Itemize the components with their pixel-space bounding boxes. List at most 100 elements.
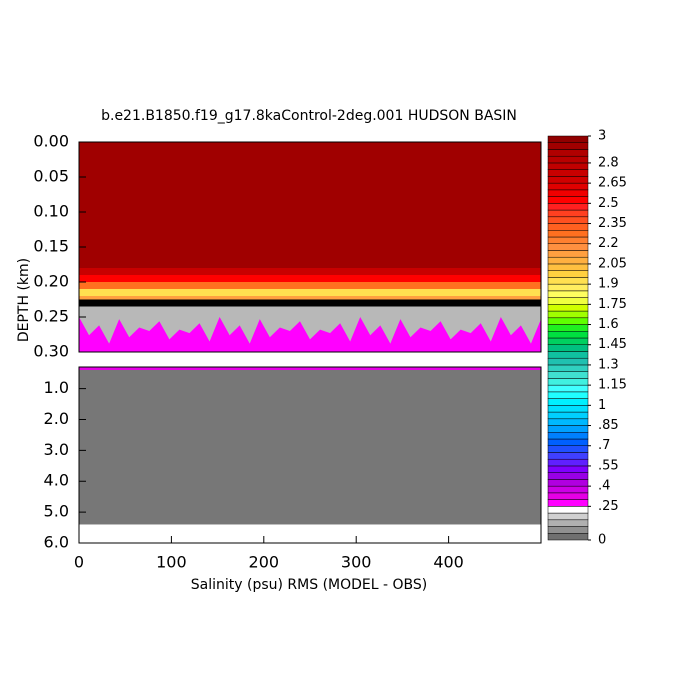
field-band <box>79 275 541 282</box>
y-tick-label: 0.10 <box>33 202 69 221</box>
plot-frame <box>78 366 542 544</box>
colorbar-label: 0 <box>598 533 606 548</box>
colorbar-label: 1.9 <box>598 277 619 292</box>
colorbar-box <box>547 384 589 393</box>
colorbar-box <box>547 398 589 406</box>
colorbar-box <box>547 479 589 487</box>
field-lower-top <box>79 367 541 370</box>
y-tick-label: 0.25 <box>33 307 69 326</box>
x-tick-label: 0 <box>74 553 84 572</box>
colorbar-label: 2.05 <box>598 256 627 271</box>
y-axis-label: DEPTH (km) <box>16 258 32 342</box>
x-tick-label: 100 <box>156 553 187 572</box>
colorbar-box <box>547 418 589 426</box>
colorbar-box <box>547 425 589 433</box>
x-tick-label: 400 <box>433 553 464 572</box>
colorbar-box <box>547 223 589 231</box>
colorbar-box <box>547 310 589 319</box>
colorbar-label: .55 <box>598 458 619 473</box>
colorbar-box <box>547 203 589 211</box>
colorbar-label: 3 <box>598 129 606 144</box>
colorbar-label: 1.15 <box>598 378 627 393</box>
colorbar-box <box>547 297 589 305</box>
colorbar-label: .7 <box>598 438 610 453</box>
colorbar-label: .25 <box>598 499 619 514</box>
field-lower <box>79 367 541 525</box>
colorbar-box <box>547 472 589 480</box>
colorbar-box <box>547 492 589 500</box>
colorbar-box <box>547 182 589 191</box>
colorbar-box <box>547 432 589 440</box>
colorbar-box <box>547 506 589 514</box>
y-tick-label: 0.05 <box>33 167 69 186</box>
colorbar-box <box>547 344 589 352</box>
colorbar-label: 2.8 <box>598 155 619 170</box>
colorbar-box <box>547 304 589 312</box>
field-contour-dense <box>79 299 541 307</box>
colorbar-box <box>547 256 589 265</box>
colorbar-box <box>547 331 589 339</box>
colorbar-box <box>547 411 589 420</box>
colorbar-box <box>547 243 589 251</box>
colorbar-label: 1.3 <box>598 357 619 372</box>
colorbar-box <box>547 155 589 164</box>
field-band <box>79 282 541 289</box>
colorbar-box <box>547 405 589 413</box>
colorbar-box <box>547 189 589 197</box>
colorbar-label: 1.75 <box>598 297 627 312</box>
y-tick-label: 1.0 <box>44 378 69 397</box>
y-tick-label: 0.30 <box>33 342 69 361</box>
colorbar-box <box>547 162 589 170</box>
field-upper-red <box>79 142 541 268</box>
colorbar-box <box>547 250 589 258</box>
colorbar-box <box>547 283 589 292</box>
chart-title: b.e21.B1850.f19_g17.8kaControl-2deg.001 … <box>101 108 517 124</box>
y-tick-label: 0.00 <box>33 132 69 151</box>
colorbar-label: 2.35 <box>598 216 627 231</box>
colorbar-box <box>547 142 589 150</box>
y-tick-label: 5.0 <box>44 502 69 521</box>
colorbar-box <box>547 458 589 467</box>
colorbar-box <box>547 371 589 379</box>
colorbar-box <box>547 465 589 473</box>
colorbar-box <box>547 445 589 453</box>
colorbar-box <box>547 357 589 366</box>
colorbar-label: 1.6 <box>598 317 619 332</box>
colorbar-box <box>547 499 589 507</box>
field-band <box>79 268 541 275</box>
colorbar-box <box>547 452 589 460</box>
x-tick-label: 200 <box>249 553 280 572</box>
colorbar-box <box>547 290 589 298</box>
colorbar-box <box>547 230 589 238</box>
colorbar-box <box>547 391 589 399</box>
colorbar-box <box>547 512 589 521</box>
colorbar-box <box>547 176 589 184</box>
field-low-values <box>79 317 541 352</box>
colorbar-box <box>547 270 589 278</box>
field-band <box>79 296 541 300</box>
colorbar-box <box>547 317 589 325</box>
y-tick-label: 4.0 <box>44 471 69 490</box>
y-tick-label: 3.0 <box>44 440 69 459</box>
colorbar-label: 2.5 <box>598 196 619 211</box>
colorbar-box <box>547 519 589 527</box>
colorbar-box <box>547 216 589 224</box>
colorbar-box <box>547 485 589 494</box>
colorbar-box <box>547 438 589 446</box>
colorbar-label: 2.65 <box>598 176 627 191</box>
y-tick-label: 0.15 <box>33 237 69 256</box>
colorbar-label: 1 <box>598 398 606 413</box>
colorbar-box <box>547 324 589 332</box>
colorbar-label: 1.45 <box>598 337 627 352</box>
colorbar-box <box>547 149 589 157</box>
y-tick-label: 2.0 <box>44 409 69 428</box>
x-axis-label: Salinity (psu) RMS (MODEL - OBS) <box>191 577 427 593</box>
colorbar-box <box>547 337 589 345</box>
colorbar-label: .85 <box>598 418 619 433</box>
y-tick-label: 6.0 <box>44 533 69 552</box>
colorbar-label: .4 <box>598 479 610 494</box>
x-tick-label: 300 <box>341 553 372 572</box>
colorbar-box <box>547 209 589 218</box>
colorbar-box <box>547 526 589 534</box>
